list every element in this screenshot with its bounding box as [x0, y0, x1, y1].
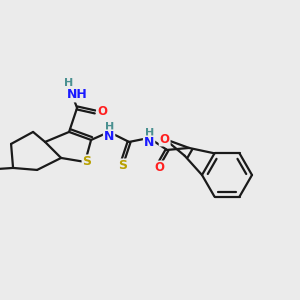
Text: H: H	[105, 122, 115, 132]
Text: H: H	[146, 128, 155, 138]
Text: NH: NH	[67, 88, 87, 101]
Text: O: O	[154, 161, 164, 174]
Text: S: S	[82, 155, 91, 168]
Text: N: N	[104, 130, 114, 143]
Text: O: O	[97, 105, 107, 119]
Text: S: S	[118, 159, 127, 172]
Text: N: N	[144, 136, 154, 149]
Text: O: O	[160, 133, 170, 146]
Text: H: H	[64, 78, 74, 88]
